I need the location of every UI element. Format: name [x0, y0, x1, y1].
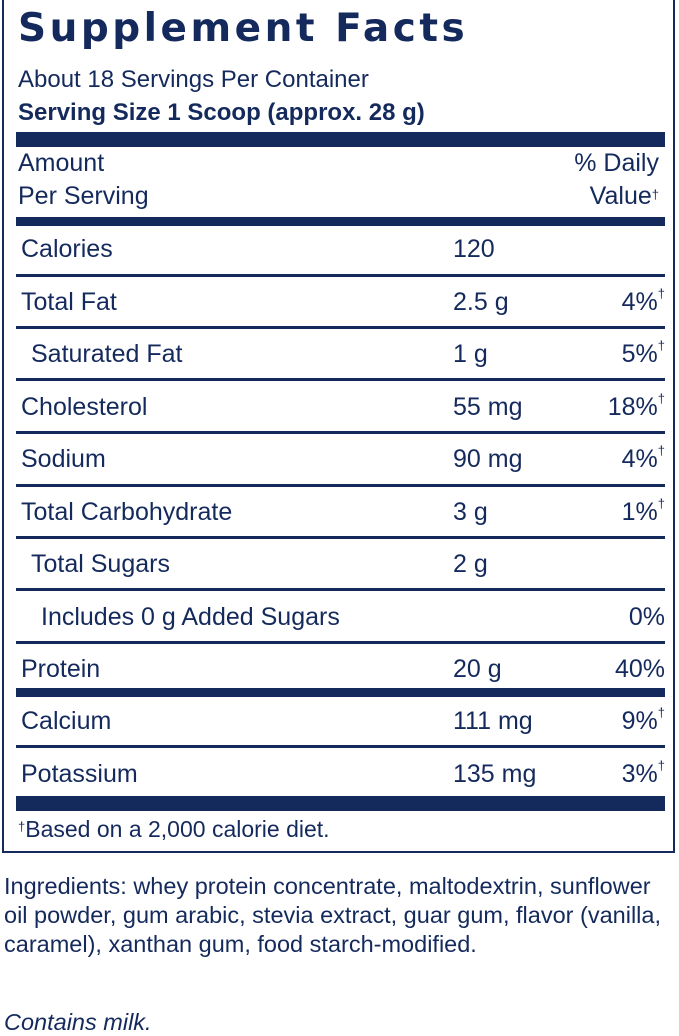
header-dv-line2-wrap: Value†: [574, 180, 659, 213]
daily-value-percent: 1%: [621, 498, 658, 526]
nutrient-row: Sodium 90 mg 4%†: [16, 435, 665, 485]
nutrient-daily-value: 9%†: [621, 705, 665, 736]
nutrient-amount: 2.5 g: [453, 288, 509, 316]
nutrient-row: Includes 0 g Added Sugars 0%: [16, 593, 665, 643]
nutrient-daily-value: 5%†: [621, 338, 665, 369]
row-divider: [16, 274, 665, 277]
nutrient-name: Includes 0 g Added Sugars: [41, 603, 340, 631]
row-divider: [16, 688, 665, 697]
nutrient-amount: 55 mg: [453, 393, 523, 421]
row-divider: [16, 326, 665, 329]
nutrient-amount: 111 mg: [453, 707, 533, 735]
dagger-symbol: †: [657, 443, 665, 458]
nutrient-daily-value: 18%†: [607, 391, 665, 422]
daily-value-header: % Daily Value†: [574, 147, 659, 213]
nutrient-row: Cholesterol 55 mg 18%†: [16, 383, 665, 433]
header-amount-line1: Amount: [18, 149, 105, 177]
nutrient-amount: 3 g: [453, 498, 488, 526]
nutrient-row: Total Fat 2.5 g 4%†: [16, 278, 665, 328]
daily-value-percent: 9%: [621, 707, 658, 735]
dagger-symbol: †: [657, 338, 665, 353]
nutrient-amount: 20 g: [453, 655, 502, 683]
dagger-symbol: †: [657, 705, 665, 720]
nutrient-name: Calcium: [21, 707, 112, 735]
daily-value-percent: 4%: [621, 288, 658, 316]
nutrient-amount: 135 mg: [453, 760, 537, 788]
nutrient-name: Total Fat: [21, 288, 117, 316]
header-dv-line1: % Daily: [574, 149, 659, 177]
nutrient-daily-value: 4%†: [621, 286, 665, 317]
panel-title: Supplement Facts: [18, 6, 469, 51]
nutrient-daily-value: 40%: [615, 655, 665, 684]
nutrient-row: Potassium 135 mg 3%†: [16, 750, 665, 800]
row-divider: [16, 745, 665, 748]
nutrient-name: Cholesterol: [21, 393, 148, 421]
nutrient-amount: 120: [453, 235, 495, 263]
nutrient-name: Total Sugars: [31, 550, 170, 578]
nutrient-name: Calories: [21, 235, 113, 263]
nutrient-name: Protein: [21, 655, 101, 683]
nutrient-amount: 1 g: [453, 340, 488, 368]
nutrient-daily-value: 1%†: [621, 496, 665, 527]
daily-value-percent: 0%: [628, 603, 665, 631]
thick-divider-bottom: [16, 796, 665, 811]
daily-value-percent: 3%: [621, 760, 658, 788]
daily-value-percent: 18%: [607, 393, 658, 421]
nutrient-name: Saturated Fat: [31, 340, 183, 368]
nutrient-daily-value: 3%†: [621, 758, 665, 789]
daily-value-percent: 5%: [621, 340, 658, 368]
nutrient-name: Potassium: [21, 760, 138, 788]
row-divider: [16, 536, 665, 539]
dagger-symbol: †: [657, 496, 665, 511]
dagger-symbol: †: [657, 286, 665, 301]
nutrient-amount: 2 g: [453, 550, 488, 578]
nutrient-amount: 90 mg: [453, 445, 523, 473]
row-divider: [16, 431, 665, 434]
supplement-facts-panel: Supplement Facts About 18 Servings Per C…: [2, 0, 675, 853]
row-divider: [16, 378, 665, 381]
amount-per-serving-header: Amount Per Serving: [18, 147, 149, 213]
nutrient-daily-value: 0%: [629, 603, 665, 632]
row-divider: [16, 484, 665, 487]
dagger-symbol: †: [651, 187, 659, 202]
daily-value-percent: 4%: [621, 445, 658, 473]
row-divider: [16, 641, 665, 644]
daily-value-footnote: †Based on a 2,000 calorie diet.: [18, 815, 330, 843]
nutrient-row: Total Carbohydrate 3 g 1%†: [16, 488, 665, 538]
ingredients-list: Ingredients: whey protein concentrate, m…: [4, 873, 661, 957]
dagger-symbol: †: [657, 391, 665, 406]
footnote-text: Based on a 2,000 calorie diet.: [25, 816, 330, 842]
row-divider: [16, 588, 665, 591]
nutrient-row: Saturated Fat 1 g 5%†: [16, 330, 665, 380]
servings-per-container: About 18 Servings Per Container: [18, 66, 369, 93]
nutrient-row: Protein 20 g 40%: [16, 645, 665, 695]
allergen-statement: Contains milk.: [4, 1009, 152, 1035]
header-dv-line2: Value: [589, 182, 652, 210]
nutrient-row: Calcium 111 mg 9%†: [16, 697, 665, 747]
divider-after-header: [16, 217, 665, 226]
footnote-dagger: †: [18, 819, 26, 834]
nutrient-row: Calories 120: [16, 225, 665, 275]
nutrient-daily-value: 4%†: [621, 443, 665, 474]
nutrient-name: Sodium: [21, 445, 106, 473]
serving-size: Serving Size 1 Scoop (approx. 28 g): [18, 99, 425, 126]
dagger-symbol: †: [657, 758, 665, 773]
nutrient-row: Total Sugars 2 g: [16, 540, 665, 590]
header-amount-line2: Per Serving: [18, 182, 149, 210]
daily-value-percent: 40%: [614, 655, 665, 683]
thick-divider-top: [16, 132, 665, 147]
nutrient-name: Total Carbohydrate: [21, 498, 233, 526]
